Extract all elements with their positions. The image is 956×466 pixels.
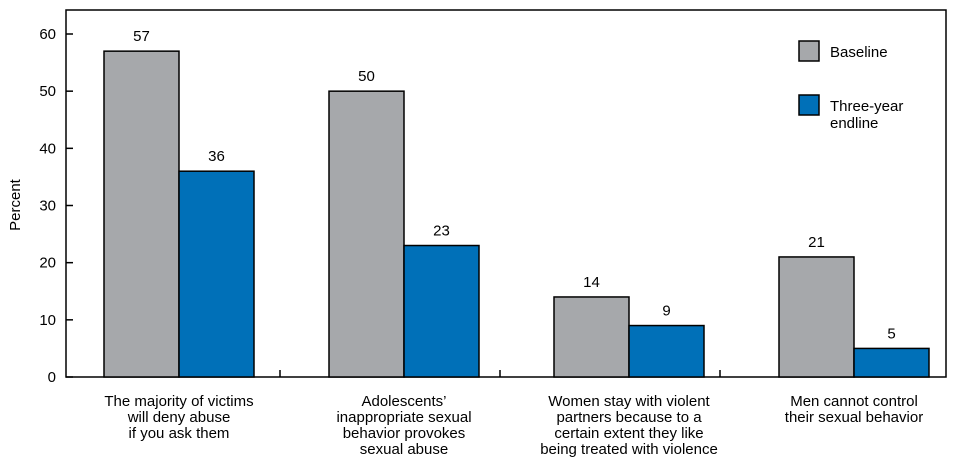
bar-value-label: 5 (887, 325, 895, 342)
y-tick-label: 30 (39, 198, 56, 215)
bars: 57 50 14 21 36 23 9 5 (103, 28, 930, 378)
x-category-label: Men cannot control their sexual behavior (785, 393, 923, 426)
bar-value-label: 14 (583, 274, 600, 291)
y-tick-label: 60 (39, 26, 56, 43)
x-category-line: Adolescents’ (361, 393, 446, 410)
x-category-label: The majority of victims will deny abuse if… (104, 393, 253, 442)
y-tick-label: 10 (39, 312, 56, 329)
bar-value-label: 9 (662, 303, 670, 320)
y-tick-label: 50 (39, 83, 56, 100)
legend-label-line: Three-year (830, 98, 903, 115)
bar (778, 256, 855, 378)
bar (178, 170, 255, 378)
y-tick-label: 0 (48, 369, 56, 386)
bar (853, 347, 930, 378)
legend-label-line: endline (830, 115, 878, 132)
legend-label-line: Baseline (830, 44, 888, 61)
x-category-line: their sexual behavior (785, 409, 923, 426)
legend-swatch (798, 40, 820, 62)
bar (628, 324, 705, 378)
bar-value-label: 50 (358, 68, 375, 85)
x-category-line: behavior provokes (343, 425, 466, 442)
x-category-line: sexual abuse (360, 441, 448, 458)
bar-value-label: 57 (133, 28, 150, 45)
legend-label: Three-year endline (830, 98, 903, 132)
bar (403, 244, 480, 378)
bar (103, 50, 180, 378)
bar (328, 90, 405, 378)
legend-swatch (798, 94, 820, 116)
legend: Baseline Three-year endline (798, 40, 903, 132)
bar (553, 296, 630, 378)
x-category-label: Adolescents’ inappropriate sexual behavior… (336, 393, 471, 458)
x-category-line: Women stay with violent (548, 393, 710, 410)
y-tick-label: 20 (39, 255, 56, 272)
y-tick-label: 40 (39, 140, 56, 157)
x-category-label: Women stay with violent partners because … (540, 393, 718, 458)
legend-label: Baseline (830, 44, 888, 61)
bar-value-label: 23 (433, 223, 450, 240)
bar-value-label: 36 (208, 148, 225, 165)
plot-border (65, 9, 947, 378)
y-axis: 0 10 20 30 40 50 60 (39, 26, 73, 386)
chart-frame (65, 9, 947, 378)
x-category-line: if you ask them (129, 425, 230, 442)
x-axis: The majority of victims will deny abuse if… (104, 370, 923, 458)
x-category-line: will deny abuse (127, 409, 231, 426)
y-axis-title: Percent (7, 178, 24, 231)
bar-value-label: 21 (808, 234, 825, 251)
x-category-line: partners because to a (556, 409, 702, 426)
x-category-line: The majority of victims (104, 393, 253, 410)
x-category-line: Men cannot control (790, 393, 918, 410)
x-category-line: certain extent they like (554, 425, 703, 442)
x-category-line: being treated with violence (540, 441, 718, 458)
x-category-line: inappropriate sexual (336, 409, 471, 426)
